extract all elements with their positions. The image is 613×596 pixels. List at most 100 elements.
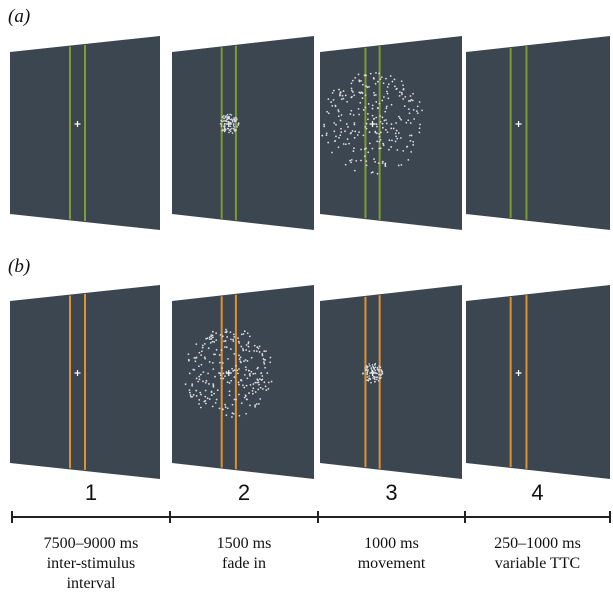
- dot: [362, 373, 364, 375]
- dot: [400, 80, 403, 83]
- dot: [208, 383, 210, 385]
- dot: [240, 402, 243, 404]
- dot: [270, 380, 273, 383]
- dot: [372, 372, 375, 375]
- dot: [223, 114, 225, 117]
- dot: [222, 120, 225, 122]
- dot: [215, 348, 218, 351]
- dot: [232, 123, 235, 126]
- dot: [368, 142, 371, 145]
- dot: [267, 381, 270, 384]
- dot: [397, 164, 400, 167]
- dot: [376, 125, 378, 128]
- dot: [269, 361, 272, 364]
- dot: [376, 372, 378, 375]
- dot: [323, 123, 326, 126]
- dot: [371, 364, 374, 366]
- dot: [245, 384, 248, 387]
- dot: [408, 112, 411, 115]
- dot: [233, 376, 236, 378]
- dot: [395, 87, 398, 90]
- dot: [204, 357, 207, 360]
- dot: [250, 370, 253, 373]
- dot: [377, 379, 380, 382]
- dot: [238, 383, 240, 386]
- dot: [321, 134, 324, 137]
- dot: [208, 338, 211, 341]
- dot: [231, 367, 233, 370]
- dot: [357, 73, 360, 76]
- dot: [372, 371, 375, 373]
- dot: [380, 131, 382, 134]
- dot: [229, 348, 232, 350]
- dot: [385, 90, 388, 93]
- dot: [394, 140, 397, 143]
- dot: [223, 126, 226, 128]
- dot: [418, 101, 421, 103]
- dot: [372, 118, 375, 120]
- dot: [215, 398, 218, 401]
- dot: [253, 349, 256, 352]
- dot: [400, 118, 402, 121]
- dot: [231, 132, 234, 134]
- dot: [368, 377, 371, 380]
- dot: [203, 356, 206, 359]
- dot: [198, 402, 200, 405]
- dot: [381, 162, 384, 165]
- dot: [326, 110, 328, 113]
- dot: [372, 375, 375, 378]
- dot: [220, 119, 223, 122]
- dot: [393, 78, 396, 81]
- dot: [203, 342, 206, 345]
- dot: [226, 123, 228, 125]
- dot: [238, 368, 240, 370]
- dot: [378, 140, 381, 143]
- dot: [366, 376, 369, 378]
- dot: [363, 148, 366, 150]
- dot: [372, 367, 375, 369]
- dot: [345, 123, 348, 125]
- dot: [374, 366, 377, 368]
- dot: [348, 142, 350, 145]
- dot: [378, 147, 381, 150]
- dot: [351, 130, 354, 132]
- dot: [388, 139, 391, 142]
- dot: [238, 342, 241, 344]
- dot: [374, 369, 377, 372]
- dot: [371, 114, 374, 117]
- dot: [377, 162, 380, 165]
- dot: [366, 369, 368, 371]
- dot: [362, 109, 365, 111]
- dot: [258, 351, 261, 353]
- dot: [233, 126, 236, 128]
- dot: [233, 353, 236, 355]
- dot: [374, 380, 376, 383]
- dot: [237, 122, 240, 124]
- dot: [243, 330, 246, 333]
- dot: [211, 361, 214, 364]
- dot: [356, 134, 359, 136]
- dot: [386, 86, 389, 88]
- dot: [221, 116, 224, 118]
- dot: [199, 406, 202, 409]
- dot: [261, 378, 264, 381]
- dot: [225, 371, 228, 373]
- dot: [263, 361, 265, 364]
- dot: [193, 368, 196, 371]
- dot: [350, 87, 353, 90]
- dot: [375, 101, 378, 103]
- dot: [214, 402, 217, 404]
- dot: [189, 394, 192, 396]
- dot: [236, 126, 238, 128]
- dot: [333, 130, 336, 133]
- dot: [401, 93, 403, 96]
- dot: [350, 89, 353, 92]
- dot: [378, 102, 381, 105]
- dot: [267, 387, 270, 390]
- dot: [249, 404, 251, 407]
- dot: [239, 356, 242, 359]
- dot: [232, 369, 235, 372]
- dot: [341, 94, 344, 97]
- dot: [210, 391, 213, 394]
- dot: [342, 143, 345, 145]
